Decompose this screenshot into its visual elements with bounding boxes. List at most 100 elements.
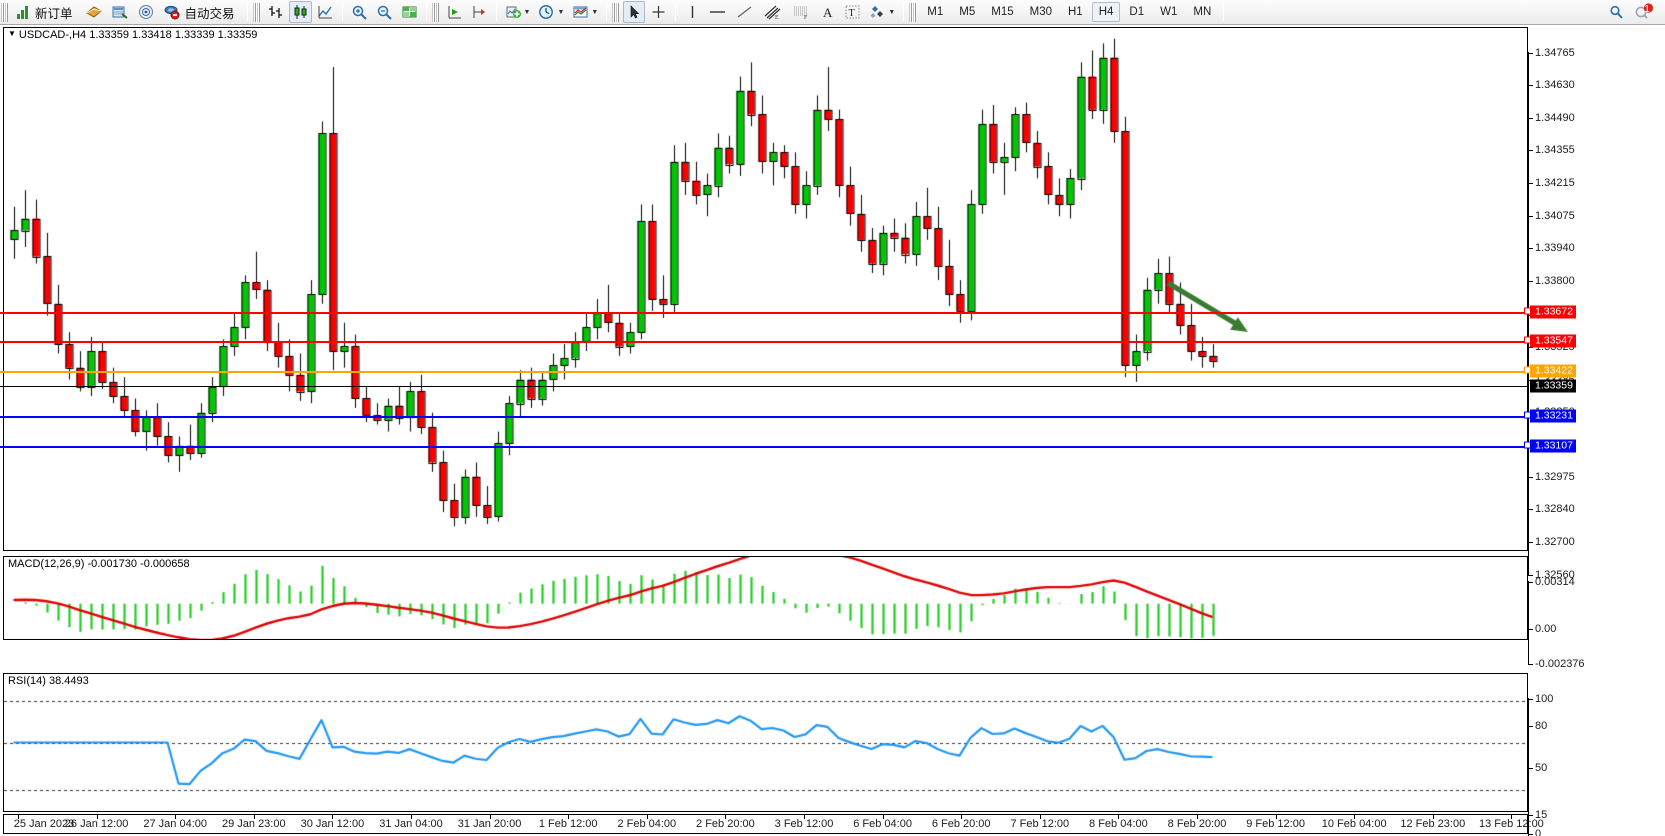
trendline-button[interactable] xyxy=(732,1,757,23)
price-tickmark xyxy=(1529,118,1533,120)
svg-text:E: E xyxy=(775,15,779,20)
notifications-button[interactable]: 1 xyxy=(1631,1,1657,23)
svg-text:T: T xyxy=(849,8,855,19)
timeframe-button-mn[interactable]: MN xyxy=(1186,2,1218,22)
price-tag-value: 1.33672 xyxy=(1535,305,1573,318)
autotrading-button[interactable]: 自动交易 xyxy=(160,1,242,23)
rsi-scale[interactable]: 100 80 50 15 0 xyxy=(1529,693,1665,836)
chart-workspace[interactable]: ▼ ▼USDCAD-,H4 1.33359 1.33418 1.33339 1.… xyxy=(0,25,1665,836)
vertical-line-button[interactable] xyxy=(681,1,703,23)
crosshair-button[interactable] xyxy=(647,1,670,23)
zoom-in-button[interactable] xyxy=(348,1,371,23)
cursor-icon xyxy=(630,5,640,19)
cursor-button[interactable] xyxy=(623,1,646,23)
timeframe-group: M1 M5 M15 M30 H1 H4 D1 W1 MN xyxy=(919,2,1219,22)
timeframe-button-d1[interactable]: D1 xyxy=(1122,2,1151,22)
templates-button[interactable]: ▼ xyxy=(569,1,601,23)
price-line-handle[interactable] xyxy=(1524,411,1531,419)
timeframe-button-m15[interactable]: M15 xyxy=(984,2,1020,22)
time-axis-label: 25 Jan 2023 xyxy=(13,818,75,830)
chart-grid-button[interactable] xyxy=(398,1,421,23)
auto-scroll-button[interactable] xyxy=(443,1,466,23)
chevron-down-icon[interactable]: ▼ xyxy=(523,8,531,16)
price-line-handle[interactable] xyxy=(1524,366,1531,374)
symbol-header-text: USDCAD-,H4 1.33359 1.33418 1.33339 1.333… xyxy=(18,29,258,41)
expert-advisor-button[interactable] xyxy=(82,1,106,23)
chart-shift-button[interactable] xyxy=(468,1,491,23)
data-window-button[interactable] xyxy=(108,1,132,23)
macd-scale[interactable]: 0.00314 0.00 -0.002376 xyxy=(1529,576,1665,670)
equidistant-channel-button[interactable]: E xyxy=(759,1,786,23)
price-canvas[interactable] xyxy=(4,28,1527,550)
macd-pane[interactable]: MACD(12,26,9) -0.001730 -0.000658 xyxy=(3,556,1528,640)
price-line-current-price[interactable] xyxy=(0,385,1528,387)
price-line-pivot[interactable] xyxy=(0,370,1528,373)
search-button[interactable] xyxy=(1605,1,1629,23)
timeframe-button-m30[interactable]: M30 xyxy=(1023,2,1059,22)
shapes-button[interactable]: ▼ xyxy=(866,1,898,23)
price-tag-resistance-1[interactable]: 1.33547 xyxy=(1524,334,1576,348)
toolbar-separator-1 xyxy=(246,3,248,21)
fibonacci-button[interactable]: F xyxy=(788,1,815,23)
candlestick-chart-button[interactable] xyxy=(288,1,312,23)
toolbar-grip[interactable] xyxy=(1,2,8,22)
price-line-handle[interactable] xyxy=(1524,307,1531,315)
toolbar-separator-2 xyxy=(341,3,343,21)
price-tick-label: 1.33940 xyxy=(1535,242,1575,255)
signals-button[interactable] xyxy=(134,1,158,23)
timeframe-button-m1[interactable]: M1 xyxy=(920,2,950,22)
trendline-icon xyxy=(737,6,752,18)
timeframe-label: M5 xyxy=(959,6,976,18)
chevron-down-icon-4[interactable]: ▼ xyxy=(888,8,896,16)
price-tag-support-2[interactable]: 1.33107 xyxy=(1524,439,1576,452)
price-line-resistance-2[interactable] xyxy=(0,311,1528,314)
timeframe-button-h1[interactable]: H1 xyxy=(1061,2,1090,22)
rsi-canvas[interactable] xyxy=(4,674,1527,811)
price-tag-support-1[interactable]: 1.33231 xyxy=(1524,409,1576,423)
time-tickmark xyxy=(1275,815,1277,819)
indicators-button[interactable]: ▼ xyxy=(502,1,534,23)
toolbar-grip-3[interactable] xyxy=(431,2,439,22)
text-button[interactable]: A xyxy=(817,1,839,23)
price-line-handle[interactable] xyxy=(1524,336,1531,344)
chart-shift-icon xyxy=(473,6,485,18)
time-axis-label: 12 Feb 23:00 xyxy=(1400,818,1466,830)
chevron-down-icon-3[interactable]: ▼ xyxy=(591,8,599,16)
price-tag-pivot[interactable]: 1.33422 xyxy=(1524,364,1576,378)
new-order-button[interactable]: 新订单 xyxy=(12,1,80,23)
time-axis-label: 8 Feb 20:00 xyxy=(1167,818,1227,830)
toolbar-grip-2[interactable] xyxy=(252,2,260,22)
toolbar-grip-4[interactable] xyxy=(612,2,620,22)
bar-chart-button[interactable] xyxy=(264,1,287,23)
timeframe-button-h4[interactable]: H4 xyxy=(1091,2,1121,22)
price-line-handle[interactable] xyxy=(1524,441,1531,448)
time-axis-label: 2 Feb 20:00 xyxy=(696,818,755,830)
chart-collapse-icon[interactable]: ▼ xyxy=(8,29,16,38)
price-line-support-1[interactable] xyxy=(0,416,1528,419)
price-tag-resistance-2[interactable]: 1.33672 xyxy=(1524,305,1576,319)
text-label-button[interactable]: T xyxy=(841,1,864,23)
chevron-down-icon-2[interactable]: ▼ xyxy=(557,8,565,16)
macd-canvas[interactable] xyxy=(4,557,1527,639)
timeframe-button-w1[interactable]: W1 xyxy=(1153,2,1184,22)
timeframe-button-m5[interactable]: M5 xyxy=(952,2,982,22)
price-line-support-2[interactable] xyxy=(0,445,1528,448)
horizontal-line-button[interactable] xyxy=(705,1,730,23)
zoom-out-icon xyxy=(377,5,392,20)
price-pane[interactable]: ▼ USDCAD-,H4 1.33359 1.33418 1.33339 1.33… xyxy=(3,27,1528,551)
price-tag-current-price[interactable]: 1.33359 xyxy=(1530,379,1576,393)
time-scale[interactable]: 25 Jan 2023 26 Jan 12:00 27 Jan 04:00 29 Ja… xyxy=(3,814,1544,834)
time-tickmark xyxy=(804,815,805,819)
rsi-tick-label: 15 xyxy=(1535,809,1548,822)
line-chart-button[interactable] xyxy=(314,1,337,23)
price-line-resistance-1[interactable] xyxy=(0,341,1528,344)
price-tag-value: 1.33107 xyxy=(1535,439,1573,451)
time-tickmark xyxy=(18,815,19,819)
time-tickmark xyxy=(1432,815,1434,819)
toolbar-grip-5[interactable] xyxy=(909,2,917,22)
periods-button[interactable]: ▼ xyxy=(535,1,567,23)
price-tickmark xyxy=(1529,575,1533,576)
toolbar-separator-6 xyxy=(675,3,677,21)
rsi-pane[interactable]: RSI(14) 38.4493 xyxy=(3,673,1528,812)
zoom-out-button[interactable] xyxy=(373,1,396,23)
